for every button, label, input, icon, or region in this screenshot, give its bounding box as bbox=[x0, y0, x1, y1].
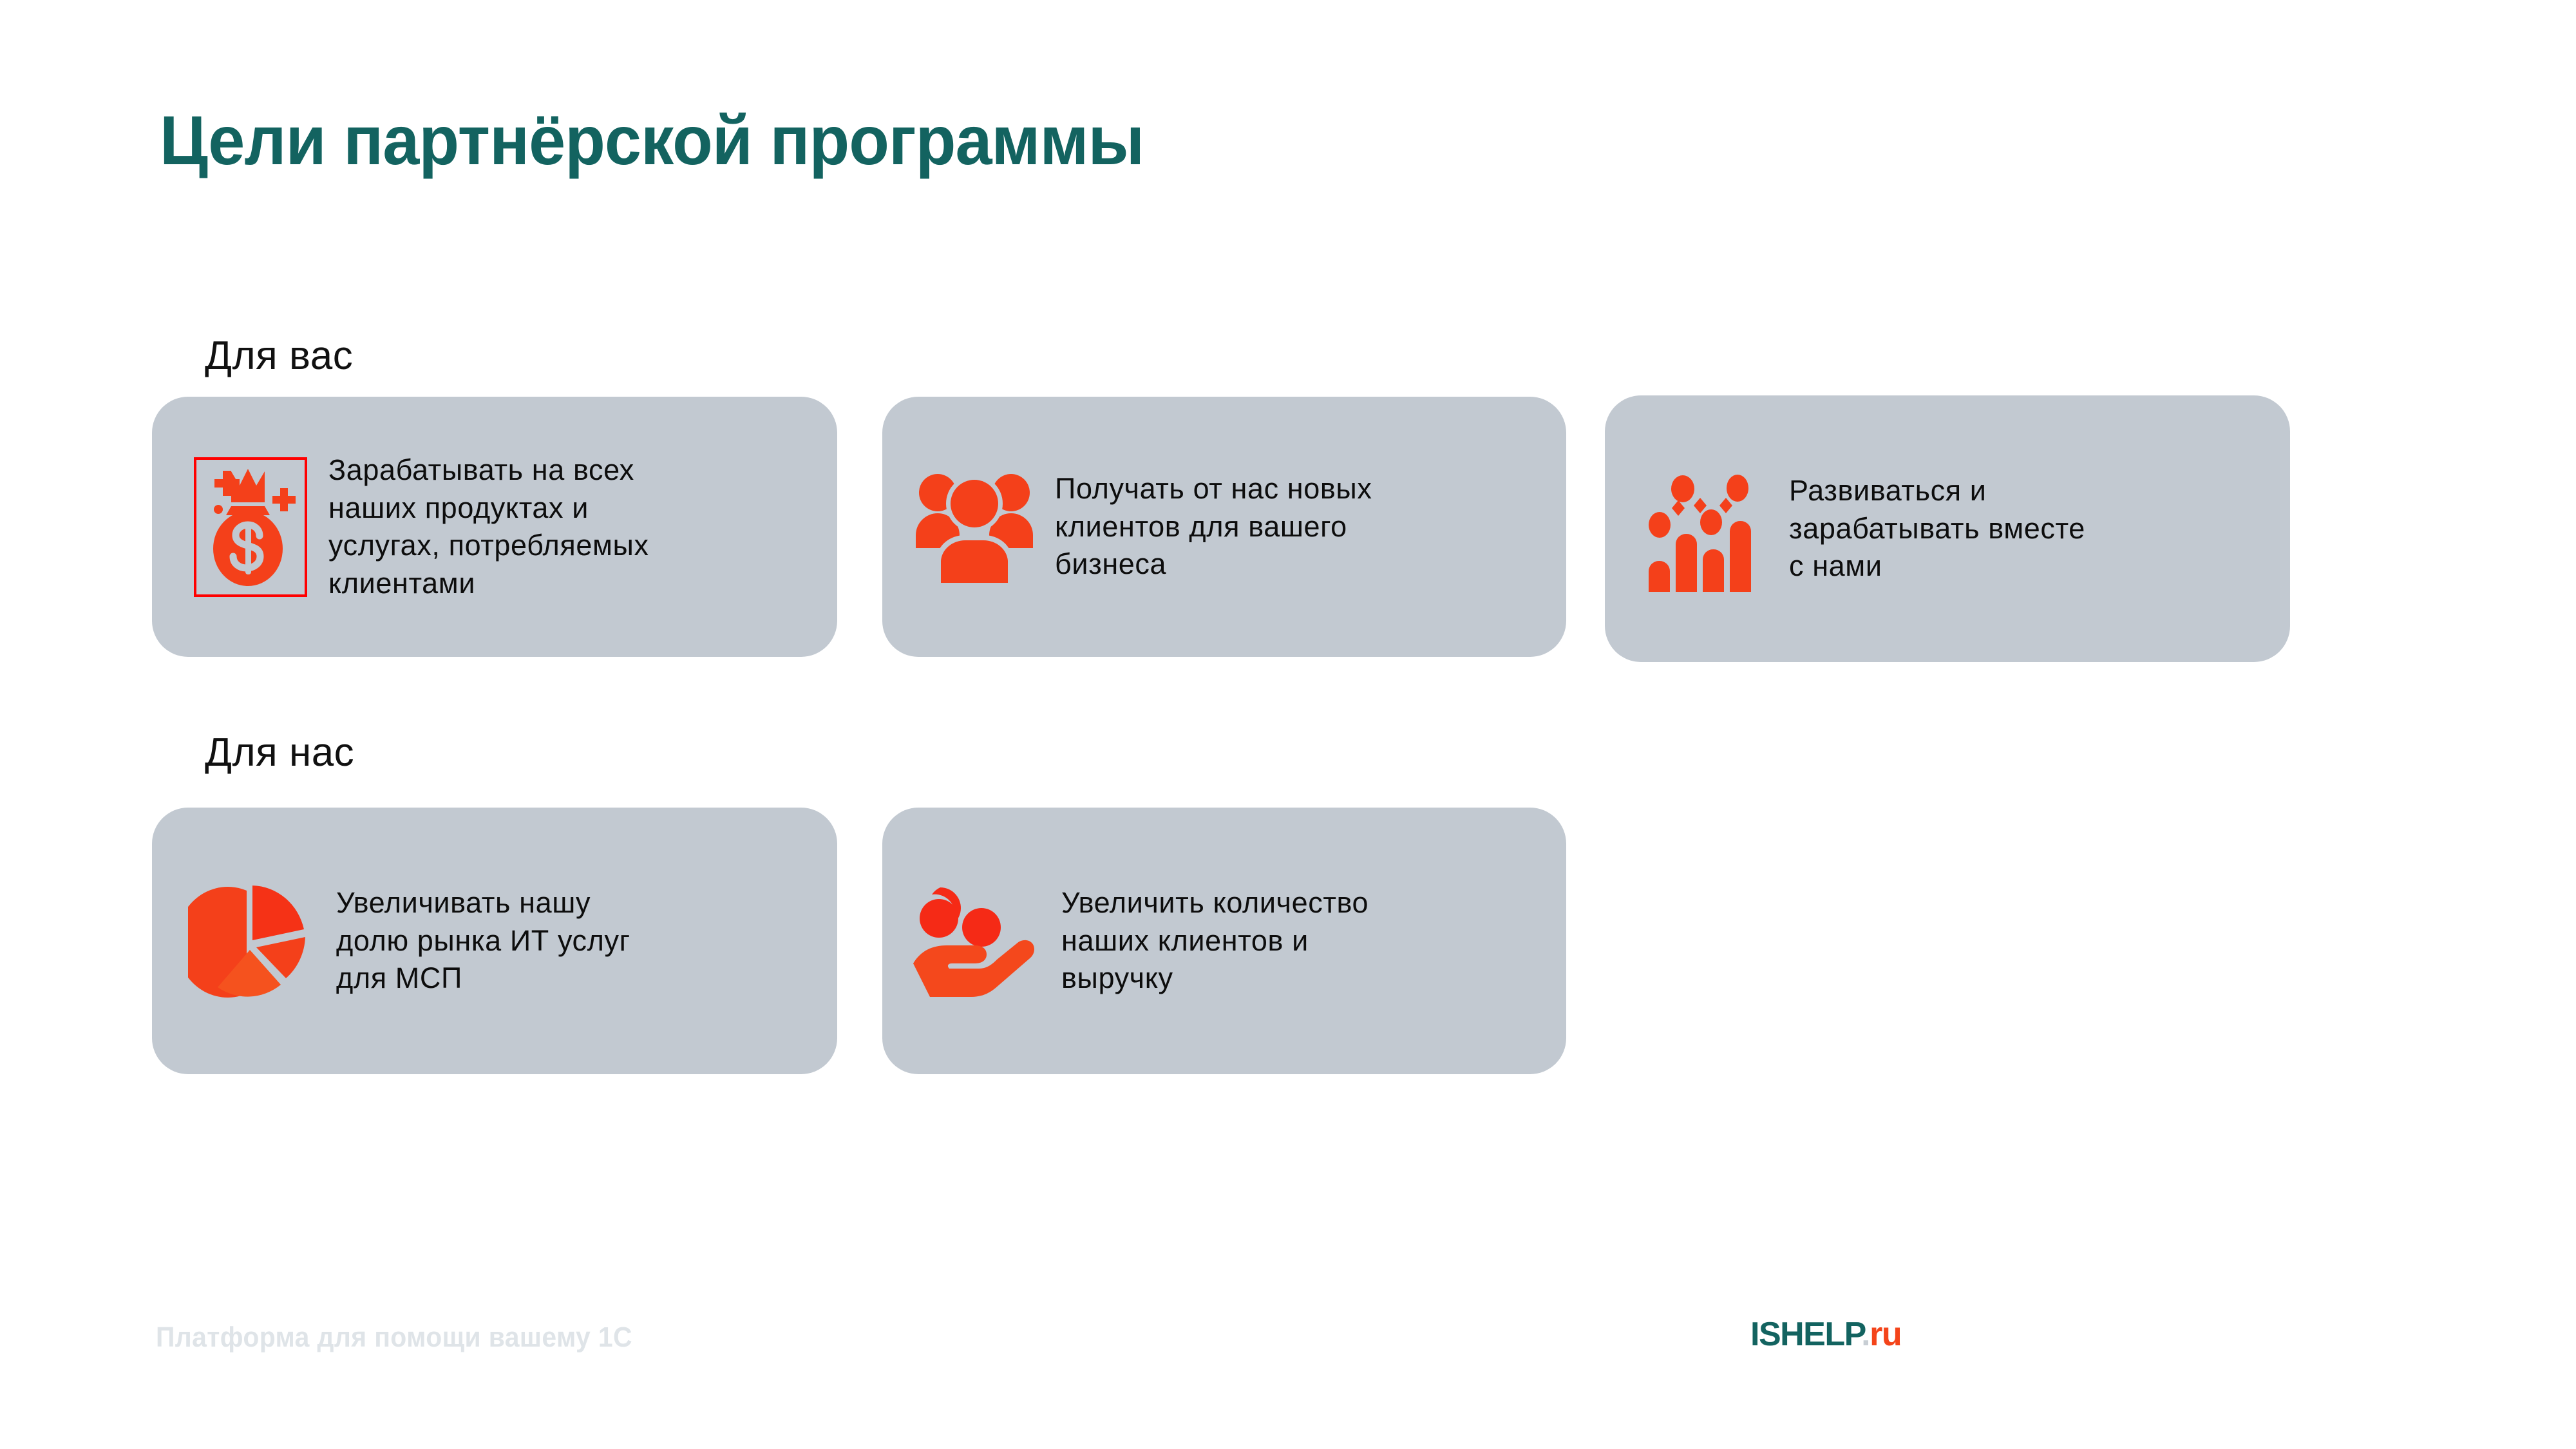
goal-card-text: Увеличивать нашу долю рынка ИТ услуг для… bbox=[336, 886, 630, 995]
goal-card-grow-together[interactable]: Развиваться и зарабатывать вместе с нами bbox=[1605, 395, 2290, 662]
goal-card-earn-products[interactable]: Зарабатывать на всех наших продуктах и у… bbox=[152, 397, 837, 657]
card-icon-wrapper bbox=[907, 881, 1043, 1001]
goal-card-new-clients[interactable]: Получать от нас новых клиентов для вашег… bbox=[882, 397, 1566, 657]
card-icon-wrapper bbox=[1632, 466, 1768, 592]
footer-tagline: Платформа для помощи вашему 1С bbox=[156, 1321, 632, 1353]
hand-with-coins-icon bbox=[913, 887, 1034, 997]
icon-selection-outline[interactable] bbox=[194, 457, 307, 597]
goal-card-clients-revenue[interactable]: Увеличить количество наших клиентов и вы… bbox=[882, 808, 1566, 1074]
goal-card-text: Увеличить количество наших клиентов и вы… bbox=[1061, 886, 1369, 995]
card-icon-wrapper bbox=[183, 878, 316, 1004]
brand-logo-separator: . bbox=[1861, 1316, 1870, 1353]
card-icon-wrapper bbox=[907, 471, 1042, 583]
card-icon-wrapper bbox=[183, 457, 318, 597]
brand-logo-name: ISHELP bbox=[1750, 1316, 1862, 1353]
pie-chart-icon bbox=[188, 886, 305, 998]
page-title: Цели партнёрской программы bbox=[160, 101, 1144, 179]
group-of-people-icon bbox=[916, 474, 1033, 583]
money-bag-icon bbox=[213, 468, 296, 586]
goal-card-text: Развиваться и зарабатывать вместе с нами bbox=[1789, 474, 2085, 583]
goal-card-text: Получать от нас новых клиентов для вашег… bbox=[1055, 472, 1372, 581]
goal-card-market-share[interactable]: Увеличивать нашу долю рынка ИТ услуг для… bbox=[152, 808, 837, 1074]
section-heading-for-us: Для нас bbox=[205, 730, 355, 775]
goal-card-text: Зарабатывать на всех наших продуктах и у… bbox=[328, 453, 649, 600]
brand-logo[interactable]: ISHELP.ru bbox=[1750, 1315, 1902, 1354]
brand-logo-tld: ru bbox=[1870, 1316, 1902, 1353]
section-heading-for-you: Для вас bbox=[205, 334, 354, 378]
bar-chart-growth-icon bbox=[1649, 475, 1751, 592]
